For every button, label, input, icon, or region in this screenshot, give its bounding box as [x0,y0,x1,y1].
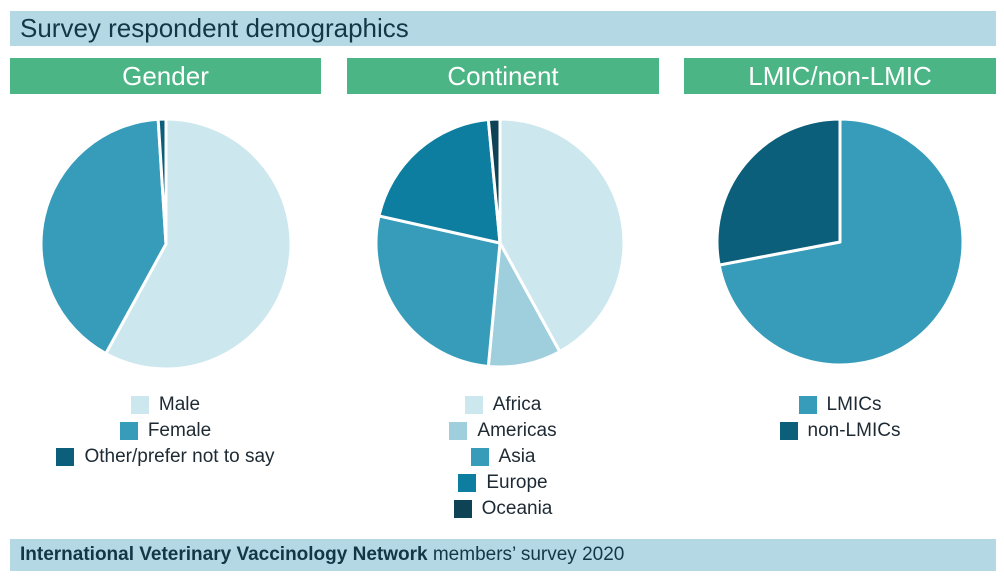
legend-item-europe: Europe [347,470,659,496]
legend-item-lmics: LMICs [684,392,996,418]
legend-label-asia: Asia [498,446,536,467]
legend-swatch-male [130,396,149,414]
legend-label-lmics: LMICs [826,394,882,415]
pie-slice-non-lmics [715,117,842,267]
legend-label-other: Other/prefer not to say [84,446,275,467]
continent-pie-chart [374,117,626,369]
legend-item-female: Female [10,418,321,444]
gender-panel-header: Gender [10,58,321,94]
legend-swatch-africa [464,396,483,414]
legend-item-oceania: Oceania [347,496,659,522]
legend-item-non-lmics: non-LMICs [684,418,996,444]
lmic-legend: LMICs non-LMICs [684,392,996,444]
legend-item-other: Other/prefer not to say [10,444,321,470]
footer-caption: International Veterinary Vaccinology Net… [10,539,996,571]
legend-label-africa: Africa [492,394,542,415]
pie-slice-other-prefer-not-to-say [156,117,168,246]
page-title: Survey respondent demographics [10,11,996,46]
continent-legend: Africa Americas Asia Europe Oceania [347,392,659,522]
gender-pie-chart [39,117,293,371]
lmic-panel-header: LMIC/non-LMIC [684,58,996,94]
legend-swatch-asia [470,448,489,466]
legend-swatch-non-lmics [779,422,798,440]
legend-label-europe: Europe [486,472,548,493]
legend-label-oceania: Oceania [481,498,553,519]
legend-label-female: Female [147,420,212,441]
pie-slice-asia [374,214,502,368]
pie-slice-africa [498,117,626,354]
legend-label-americas: Americas [477,420,557,441]
legend-swatch-lmics [798,396,817,414]
legend-swatch-female [119,422,138,440]
legend-swatch-europe [458,474,477,492]
legend-item-africa: Africa [347,392,659,418]
pie-slice-europe [377,118,502,245]
legend-swatch-other [56,448,75,466]
pie-slice-female [39,117,168,356]
legend-item-male: Male [10,392,321,418]
legend-item-americas: Americas [347,418,659,444]
lmic-pie-chart [715,117,965,367]
pie-slice-oceania [486,117,502,245]
legend-label-non-lmics: non-LMICs [807,420,901,441]
legend-item-asia: Asia [347,444,659,470]
footer-survey-text: members’ survey 2020 [427,544,625,565]
footer-org-name: International Veterinary Vaccinology Net… [20,544,428,565]
legend-swatch-oceania [453,500,472,518]
gender-legend: Male Female Other/prefer not to say [10,392,321,470]
continent-panel-header: Continent [347,58,659,94]
legend-swatch-americas [449,422,468,440]
pie-slice-male [104,117,293,371]
legend-label-male: Male [158,394,201,415]
